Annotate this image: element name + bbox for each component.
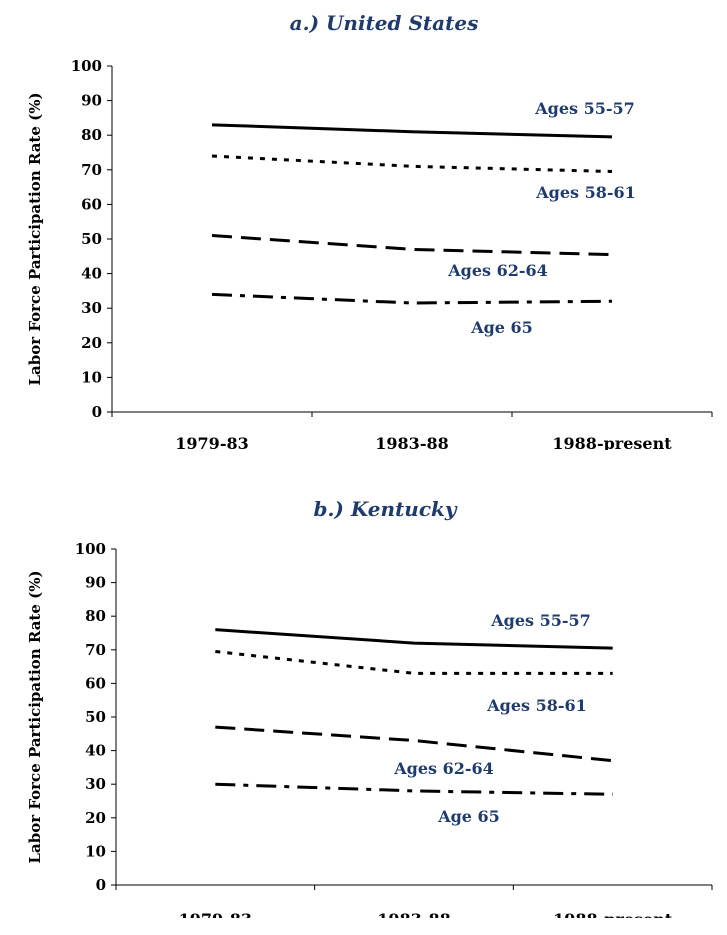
y-tick-label: 20 bbox=[81, 334, 102, 352]
x-tick-label: 1988-present bbox=[552, 434, 672, 450]
y-tick-label: 80 bbox=[85, 607, 106, 625]
y-tick-label: 0 bbox=[96, 876, 106, 894]
series-line-age-65 bbox=[215, 784, 612, 794]
chart-title: b.) Kentucky bbox=[313, 497, 457, 521]
series-label: Ages 55-57 bbox=[490, 611, 591, 630]
series-line-ages-62-64 bbox=[212, 236, 612, 255]
series-line-ages-58-61 bbox=[215, 651, 612, 673]
series-line-age-65 bbox=[212, 294, 612, 303]
y-tick-label: 100 bbox=[75, 540, 106, 558]
y-tick-label: 50 bbox=[85, 708, 106, 726]
y-tick-label: 40 bbox=[81, 265, 102, 283]
series-label: Ages 55-57 bbox=[534, 99, 635, 118]
y-tick-label: 0 bbox=[92, 403, 102, 421]
chart-panel-united-states: a.) United States Labor Force Participati… bbox=[0, 0, 727, 450]
y-tick-label: 80 bbox=[81, 126, 102, 144]
y-tick-label: 30 bbox=[81, 299, 102, 317]
y-tick-label: 100 bbox=[71, 57, 102, 75]
series-label: Ages 58-61 bbox=[486, 696, 587, 715]
series-label: Age 65 bbox=[470, 318, 533, 337]
y-tick-label: 30 bbox=[85, 775, 106, 793]
y-tick-label: 50 bbox=[81, 230, 102, 248]
series-line-ages-58-61 bbox=[212, 156, 612, 172]
y-tick-label: 20 bbox=[85, 809, 106, 827]
x-tick-label: 1979-83 bbox=[175, 434, 248, 450]
y-tick-label: 70 bbox=[81, 161, 102, 179]
y-axis-title: Labor Force Participation Rate (%) bbox=[26, 92, 44, 385]
x-tick-label: 1983-88 bbox=[377, 910, 450, 918]
y-tick-label: 60 bbox=[81, 195, 102, 213]
chart-title: a.) United States bbox=[290, 11, 479, 35]
series-line-ages-55-57 bbox=[212, 125, 612, 137]
y-axis-title: Labor Force Participation Rate (%) bbox=[26, 570, 44, 863]
x-tick-label: 1988-present bbox=[553, 910, 673, 918]
y-tick-label: 60 bbox=[85, 674, 106, 692]
x-tick-label: 1979-83 bbox=[179, 910, 252, 918]
series-label: Age 65 bbox=[437, 807, 500, 826]
y-tick-label: 10 bbox=[85, 842, 106, 860]
series-label: Ages 58-61 bbox=[535, 183, 636, 202]
y-tick-label: 40 bbox=[85, 742, 106, 760]
series-label: Ages 62-64 bbox=[447, 261, 548, 280]
line-chart-united-states: a.) United States Labor Force Participati… bbox=[0, 0, 727, 450]
y-tick-label: 90 bbox=[85, 574, 106, 592]
series-line-ages-55-57 bbox=[215, 630, 612, 648]
line-chart-kentucky: b.) Kentucky Labor Force Participation Ra… bbox=[0, 468, 727, 918]
x-tick-label: 1983-88 bbox=[375, 434, 448, 450]
y-tick-label: 70 bbox=[85, 641, 106, 659]
series-line-ages-62-64 bbox=[215, 727, 612, 761]
series-label: Ages 62-64 bbox=[393, 759, 494, 778]
y-tick-label: 10 bbox=[81, 368, 102, 386]
y-tick-label: 90 bbox=[81, 92, 102, 110]
chart-panel-kentucky: b.) Kentucky Labor Force Participation Ra… bbox=[0, 468, 727, 918]
